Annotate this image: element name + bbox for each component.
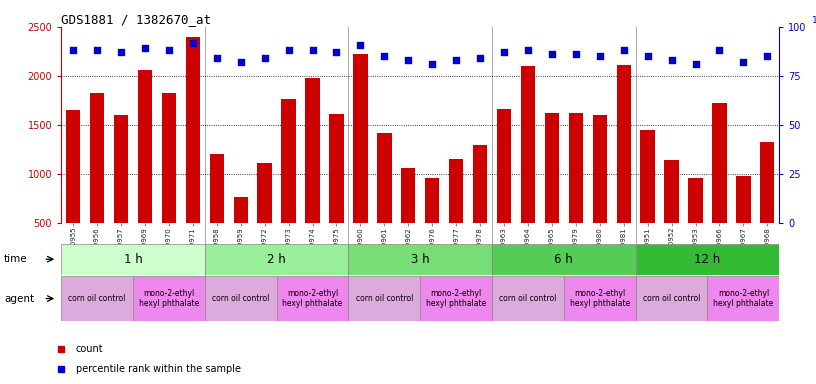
Text: time: time [4, 254, 28, 264]
Text: corn oil control: corn oil control [643, 294, 700, 303]
Text: mono-2-ethyl
hexyl phthalate: mono-2-ethyl hexyl phthalate [426, 289, 486, 308]
Text: corn oil control: corn oil control [356, 294, 413, 303]
Bar [592, 115, 607, 272]
Bar [61, 276, 133, 321]
Bar [712, 103, 726, 272]
Bar [564, 276, 636, 321]
Point [234, 59, 247, 65]
Point [498, 49, 511, 55]
Point [545, 51, 558, 57]
Text: GDS1881 / 1382670_at: GDS1881 / 1382670_at [61, 13, 211, 26]
Point [258, 55, 271, 61]
Text: corn oil control: corn oil control [212, 294, 269, 303]
Bar [114, 115, 128, 272]
Text: corn oil control: corn oil control [499, 294, 557, 303]
Bar [277, 276, 348, 321]
Point [67, 47, 80, 53]
Text: 2 h: 2 h [268, 253, 286, 266]
Bar [133, 276, 205, 321]
Point [570, 51, 583, 57]
Text: count: count [76, 344, 104, 354]
Bar [492, 276, 564, 321]
Text: mono-2-ethyl
hexyl phthalate: mono-2-ethyl hexyl phthalate [570, 289, 630, 308]
Bar [258, 163, 272, 272]
Bar [473, 146, 487, 272]
Bar [377, 132, 392, 272]
Point [211, 55, 224, 61]
Text: mono-2-ethyl
hexyl phthalate: mono-2-ethyl hexyl phthalate [282, 289, 343, 308]
Point [330, 49, 343, 55]
Point [306, 47, 319, 53]
Bar [617, 65, 631, 272]
Point [91, 47, 104, 53]
Point [761, 53, 774, 59]
Bar [353, 54, 367, 272]
Bar [689, 178, 703, 272]
Text: percentile rank within the sample: percentile rank within the sample [76, 364, 241, 374]
Point [665, 57, 678, 63]
Bar [305, 78, 320, 272]
Point [114, 49, 127, 55]
Text: agent: agent [4, 293, 34, 304]
Bar [210, 154, 224, 272]
Point [737, 59, 750, 65]
Text: 100%: 100% [812, 16, 816, 25]
Bar [636, 276, 707, 321]
Bar [497, 109, 511, 272]
Point [617, 47, 630, 53]
Bar [330, 114, 344, 272]
Bar [545, 113, 559, 272]
Point [282, 47, 295, 53]
Point [450, 57, 463, 63]
Bar [205, 276, 277, 321]
Bar [348, 276, 420, 321]
Point [689, 61, 702, 67]
Bar [90, 93, 104, 272]
Bar [521, 66, 535, 272]
Point [641, 53, 654, 59]
Bar [66, 110, 80, 272]
Bar [425, 178, 439, 272]
Text: 1 h: 1 h [124, 253, 142, 266]
Bar [736, 176, 751, 272]
Bar [162, 93, 176, 272]
Bar [761, 142, 774, 272]
Text: 3 h: 3 h [411, 253, 429, 266]
Point [521, 47, 534, 53]
Bar [641, 130, 654, 272]
Point [426, 61, 439, 67]
Bar [348, 244, 492, 275]
Point [354, 41, 367, 48]
Bar [449, 159, 463, 272]
Bar [61, 244, 205, 275]
Text: corn oil control: corn oil control [69, 294, 126, 303]
Bar [205, 244, 348, 275]
Bar [420, 276, 492, 321]
Bar [636, 244, 779, 275]
Point [593, 53, 606, 59]
Point [713, 47, 726, 53]
Bar [138, 70, 152, 272]
Bar [186, 37, 200, 272]
Bar [282, 99, 295, 272]
Point [186, 40, 199, 46]
Text: 6 h: 6 h [555, 253, 573, 266]
Point [473, 55, 486, 61]
Text: mono-2-ethyl
hexyl phthalate: mono-2-ethyl hexyl phthalate [713, 289, 774, 308]
Bar [401, 168, 415, 272]
Point [401, 57, 415, 63]
Text: 12 h: 12 h [694, 253, 721, 266]
Text: mono-2-ethyl
hexyl phthalate: mono-2-ethyl hexyl phthalate [139, 289, 199, 308]
Bar [569, 113, 583, 272]
Point [139, 45, 152, 51]
Bar [664, 160, 679, 272]
Bar [707, 276, 779, 321]
Bar [233, 197, 248, 272]
Point [162, 47, 175, 53]
Point [378, 53, 391, 59]
Bar [492, 244, 636, 275]
